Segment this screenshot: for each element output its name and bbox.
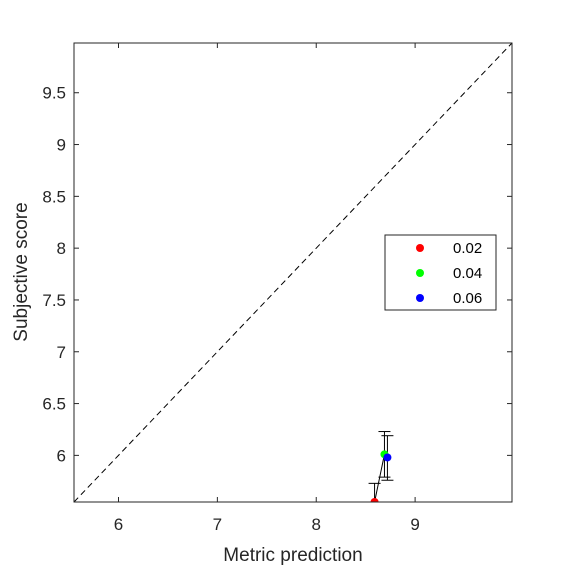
plot-area	[74, 43, 512, 502]
x-tick-label-2: 8	[312, 515, 321, 534]
data-point-0	[370, 498, 379, 502]
x-tick-label-3: 9	[410, 515, 419, 534]
legend-marker-0	[416, 244, 424, 252]
y-axis-title: Subjective score	[11, 202, 32, 341]
legend-marker-1	[416, 269, 424, 277]
axes-box	[73, 42, 513, 503]
legend-box	[384, 234, 497, 311]
x-tick-label-1: 7	[213, 515, 222, 534]
legend-label-2: 0.06	[453, 290, 482, 307]
y-tick-label-6: 9	[57, 136, 66, 155]
y-tick-label-2: 7	[57, 343, 66, 362]
legend-label-0: 0.02	[453, 240, 482, 257]
data-point-2	[383, 453, 392, 462]
legend-marker-2	[416, 294, 424, 302]
x-tick-label-0: 6	[114, 515, 123, 534]
legend-label-1: 0.04	[453, 265, 482, 282]
y-tick-label-3: 7.5	[42, 291, 66, 310]
y-tick-label-5: 8.5	[42, 187, 66, 206]
y-tick-label-7: 9.5	[42, 84, 66, 103]
x-axis-title: Metric prediction	[223, 545, 362, 566]
y-tick-label-4: 8	[57, 239, 66, 258]
reference-line	[74, 43, 512, 502]
axis-ticks: 6 7 8 9 6 6.5 7 7.5 8 8.5 9 9.5	[42, 43, 512, 534]
legend: 0.02 0.04 0.06	[384, 234, 497, 311]
y-tick-label-1: 6.5	[42, 395, 66, 414]
y-tick-label-0: 6	[57, 446, 66, 465]
